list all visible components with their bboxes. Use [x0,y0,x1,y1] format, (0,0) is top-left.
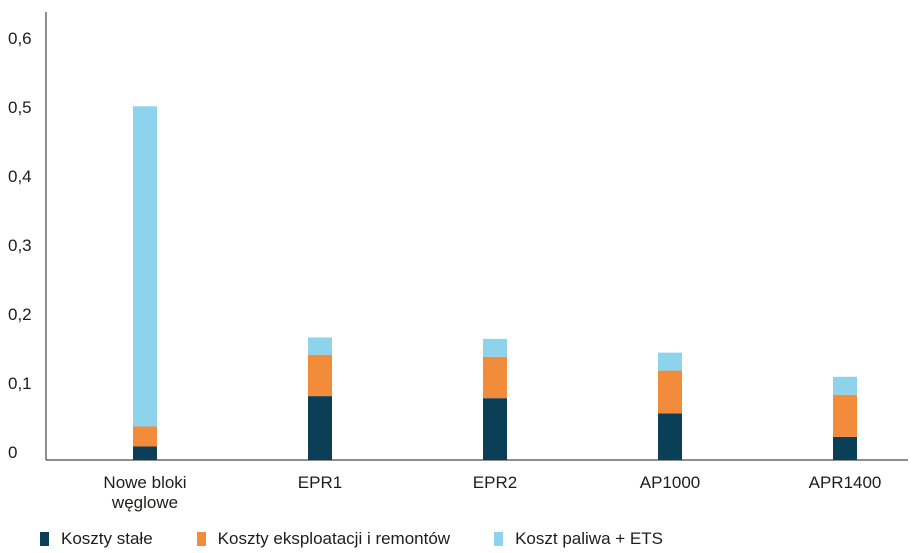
bar-stack [308,337,332,460]
bar-segment [133,106,157,427]
bar-segment [133,426,157,447]
bar-segment [833,394,857,437]
y-tick-label: 0,1 [8,374,32,393]
legend-label: Koszty eksploatacji i remontów [217,529,451,548]
y-tick-label: 0,6 [8,29,32,48]
legend-swatch [494,532,504,546]
legend-swatch [40,532,49,546]
legend-swatch [196,532,206,546]
bar-stack [483,338,507,460]
bar-stack [658,352,682,460]
legend-item: Koszty eksploatacji i remontów [196,529,451,549]
x-tick-label: Nowe bloki [103,473,186,492]
bar-segment [833,376,857,395]
bar-segment [833,436,857,460]
bar-segment [133,446,157,460]
x-tick-label: AP1000 [640,473,701,492]
bar-segment [308,396,332,460]
x-tick-label: EPR1 [298,473,342,492]
y-tick-label: 0,4 [8,167,32,186]
legend-item: Koszt paliwa + ETS [494,529,663,549]
legend-label: Koszt paliwa + ETS [515,529,663,548]
y-tick-label: 0 [8,443,17,462]
x-tick-label: APR1400 [809,473,882,492]
bar-segment [483,338,507,357]
x-tick-label: EPR2 [473,473,517,492]
legend-label: Koszty stałe [61,529,153,548]
bar-stack [833,376,857,460]
bar-segment [308,354,332,397]
bars [133,106,857,460]
bar-segment [483,398,507,460]
y-tick-label: 0,2 [8,305,32,324]
y-tick-label: 0,3 [8,236,32,255]
bar-segment [483,356,507,399]
x-tick-label: węglowe [111,493,178,512]
bar-segment [658,352,682,371]
y-tick-label: 0,5 [8,98,32,117]
legend-item: Koszty stałe [40,529,153,549]
bar-segment [308,337,332,355]
bar-segment [658,370,682,414]
bar-stack [133,106,157,460]
y-axis: 0 0,1 0,2 0,3 0,4 0,5 0,6 [8,12,47,462]
bar-segment [658,413,682,460]
legend: Koszty stałe Koszty eksploatacji i remont… [40,529,707,549]
